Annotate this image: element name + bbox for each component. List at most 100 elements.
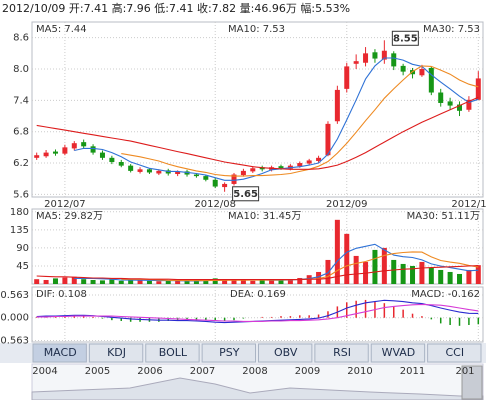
volume-bar [400, 263, 406, 284]
tab-label[interactable]: BOLL [159, 346, 188, 359]
tab[interactable] [32, 343, 87, 363]
price-annotation-box [232, 186, 260, 202]
tab[interactable] [258, 343, 313, 363]
panel [31, 21, 484, 198]
x-tick-label: 2012/1 [451, 199, 486, 210]
legend-entry: MA30: 7.53 [423, 24, 480, 35]
volume-bar [34, 279, 40, 284]
candle-body [457, 104, 463, 111]
volume-bar [81, 279, 87, 284]
ma-line [36, 96, 479, 170]
volume-bar [344, 233, 350, 284]
candle-body [203, 176, 209, 180]
legend-entry: MA5: 7.44 [36, 24, 87, 35]
volume-bar [428, 267, 434, 284]
timeline-year: 2005 [85, 366, 110, 377]
volume-bar [109, 279, 115, 284]
timeline-year: 2010 [347, 366, 372, 377]
candle-body [447, 101, 453, 106]
candle-body [137, 169, 143, 172]
volume-bar [372, 249, 378, 284]
candle-body [475, 78, 481, 100]
candle-body [391, 53, 397, 67]
legend-entry: DEA: 0.169 [230, 289, 286, 300]
volume-bar [231, 279, 237, 284]
legend-entry: MA5: 29.82万 [36, 211, 103, 222]
volume-bar [43, 279, 49, 284]
tab[interactable] [314, 343, 369, 363]
volume-bar [222, 279, 228, 284]
volume-bar [71, 276, 77, 284]
candle-body [62, 147, 68, 154]
candle-body [99, 152, 105, 158]
volume-bar [278, 279, 284, 284]
legend-entry: MA10: 7.53 [228, 24, 285, 35]
x-tick-label: 2012/08 [194, 199, 236, 210]
volume-bar [52, 278, 58, 284]
tab[interactable] [201, 343, 256, 363]
candle-body [428, 67, 434, 93]
candle-body [90, 146, 96, 153]
timeline-year: 2008 [242, 366, 267, 377]
timeline-year: 2007 [190, 366, 215, 377]
candle-body [353, 61, 359, 64]
volume-bar [410, 265, 416, 284]
volume-bar [475, 265, 481, 284]
y-tick-label: 8.0 [13, 64, 29, 75]
candle-body [175, 171, 181, 175]
volume-bar [128, 279, 134, 284]
candle-body [466, 99, 472, 110]
candle-body [363, 53, 369, 63]
tab-label[interactable]: WVAD [382, 346, 416, 359]
volume-bar [165, 280, 171, 284]
volume-bar [184, 281, 190, 284]
candle-body [400, 65, 406, 72]
candle-body [240, 170, 246, 176]
tab-label[interactable]: RSI [333, 346, 351, 359]
volume-bar [269, 280, 275, 284]
legend-entry: MACD: -0.162 [411, 289, 480, 300]
price-annotation: 8.55 [393, 33, 418, 44]
volume-bar [156, 281, 162, 284]
candle-body [372, 52, 378, 59]
tab[interactable] [88, 343, 144, 363]
volume-bar [175, 280, 181, 284]
timeline-year: 2006 [137, 366, 162, 377]
tab-label[interactable]: CCI [446, 346, 465, 359]
candle-body [419, 69, 425, 76]
volume-bar [203, 279, 209, 284]
legend-entry: MA10: 31.45万 [228, 211, 301, 222]
legend-entry: MA30: 51.11万 [407, 211, 480, 222]
tab-label[interactable]: PSY [219, 346, 240, 359]
volume-bar [381, 247, 387, 284]
y-tick-label: 135 [10, 225, 29, 236]
candle-body [297, 163, 303, 167]
tab[interactable] [370, 343, 426, 363]
panel [31, 208, 484, 285]
timeline-year: 2011 [400, 366, 425, 377]
volume-bar [146, 280, 152, 284]
y-tick-label: 180 [10, 207, 29, 218]
y-tick-label: 0.000 [0, 313, 29, 324]
candle-body [438, 92, 444, 103]
quote-header: 2012/10/09 开:7.41 高:7.96 低:7.41 收:7.82 量… [2, 1, 350, 15]
candle-body [81, 142, 87, 147]
volume-bar [99, 280, 105, 284]
candle-body [128, 165, 134, 171]
tab-label[interactable]: OBV [274, 346, 298, 359]
tab-label[interactable]: MACD [44, 346, 77, 359]
timeline-handle[interactable] [461, 365, 483, 400]
tab[interactable] [145, 343, 200, 363]
ma-line [36, 303, 479, 322]
tab-label[interactable]: KDJ [107, 346, 126, 359]
y-tick-label: -0.563 [0, 336, 29, 347]
candle-body [334, 89, 340, 122]
volume-bar [62, 277, 68, 284]
tab[interactable] [427, 343, 482, 363]
candle-body [52, 151, 58, 154]
candle-body [250, 168, 256, 172]
volume-bar [212, 278, 218, 284]
volume-bar [391, 259, 397, 284]
volume-bar [419, 261, 425, 284]
